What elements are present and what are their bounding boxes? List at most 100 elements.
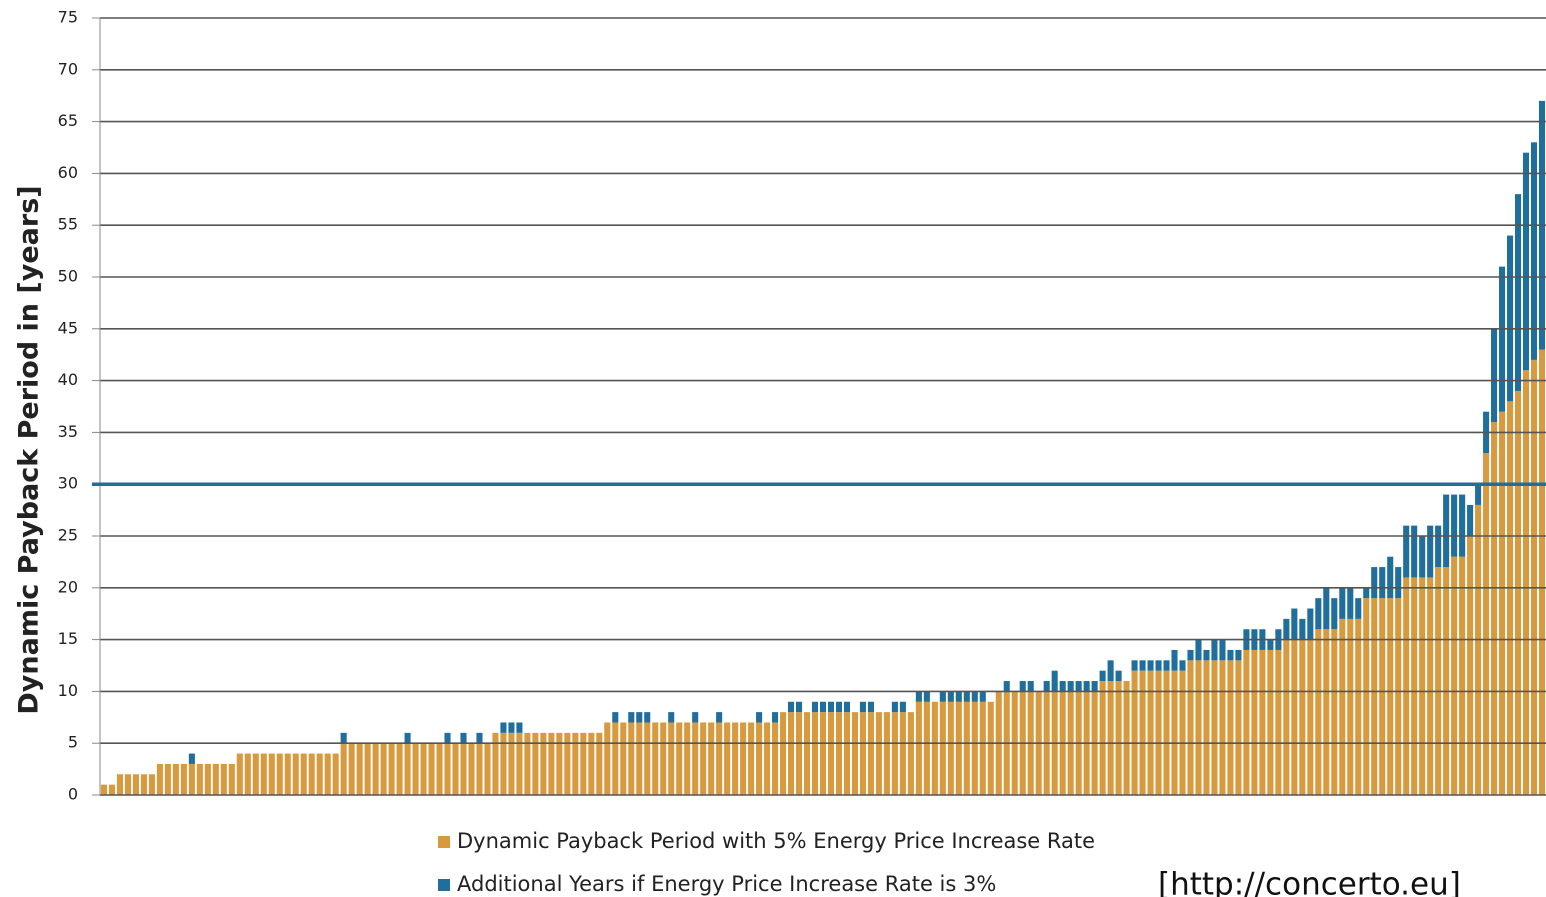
bar-segment: [564, 732, 571, 795]
bar-segment: [1075, 681, 1082, 692]
bar-segment: [867, 712, 874, 795]
bar-segment: [532, 732, 539, 795]
bar-segment: [827, 701, 835, 713]
bar-segment: [1403, 525, 1410, 578]
bar-segment: [756, 722, 763, 795]
bar-segment: [1379, 598, 1386, 795]
bar-segment: [1331, 598, 1338, 630]
bar-segment: [196, 763, 203, 795]
source-annotation: [http://concerto.eu]: [1158, 867, 1461, 897]
bar-segment: [1187, 649, 1194, 661]
bar-segment: [212, 763, 219, 795]
bar-segment: [140, 774, 147, 795]
bar-segment: [1163, 660, 1170, 671]
bar-segment: [188, 753, 195, 764]
bar-segment: [676, 722, 683, 795]
bar-segment: [468, 743, 475, 795]
bar-segment: [148, 774, 155, 795]
bar-segment: [1107, 681, 1114, 795]
bar-segment: [460, 732, 467, 744]
bar-segment: [716, 722, 723, 795]
y-tick-label: 0: [68, 785, 78, 804]
bar-segment: [116, 774, 124, 795]
bar-segment: [228, 763, 235, 795]
bar-segment: [748, 722, 755, 795]
bar-segment: [1307, 639, 1314, 795]
bar-segment: [348, 743, 355, 795]
bar-segment: [628, 722, 635, 795]
bar-segment: [1131, 670, 1138, 795]
y-tick-label: 20: [58, 577, 78, 596]
bar-segment: [1227, 649, 1234, 661]
bar-segment: [1139, 670, 1146, 795]
bar-segment: [811, 701, 819, 713]
bar-segment: [1363, 587, 1370, 599]
bar-segment: [1387, 598, 1394, 795]
bar-segment: [204, 763, 211, 795]
bar-segment: [628, 712, 635, 723]
bar-segment: [188, 763, 195, 795]
y-tick-label: 70: [58, 59, 78, 78]
bar-segment: [947, 691, 954, 702]
bar-segment: [1115, 681, 1122, 795]
bar-segment: [1099, 670, 1106, 682]
bar-segment: [604, 722, 611, 795]
bar-segment: [1355, 618, 1362, 795]
bar-segment: [1379, 567, 1386, 599]
y-tick-label: 55: [58, 215, 78, 234]
bar-segment: [1475, 504, 1482, 795]
bar-segment: [660, 722, 667, 795]
bar-segment: [1059, 681, 1066, 692]
bar-segment: [1530, 359, 1538, 795]
bar-segment: [1419, 577, 1426, 795]
bar-segment: [1315, 629, 1322, 795]
bar-segment: [684, 722, 691, 795]
bar-segment: [548, 732, 555, 795]
bar-segment: [404, 743, 411, 795]
y-tick-label: 10: [58, 681, 78, 700]
y-tick-label: 75: [58, 8, 78, 27]
bar-segment: [732, 722, 739, 795]
bar-segment: [380, 743, 387, 795]
bar-segment: [1243, 649, 1250, 795]
y-tick-label: 5: [68, 733, 78, 752]
bar-segment: [1283, 618, 1290, 640]
bar-segment: [843, 712, 851, 795]
bar-segment: [780, 712, 787, 795]
bar-segment: [1067, 681, 1074, 692]
bar-segment: [1099, 681, 1106, 795]
bar-segment: [1187, 660, 1194, 795]
y-tick-label: 25: [58, 526, 78, 545]
y-tick-label: 65: [58, 111, 78, 130]
bar-segment: [1195, 639, 1202, 661]
bar-segment: [987, 701, 994, 795]
bar-segment: [867, 701, 874, 713]
bar-segment: [1522, 152, 1530, 371]
bar-segment: [1251, 649, 1258, 795]
bar-segment: [1371, 598, 1378, 795]
bar-segment: [772, 712, 779, 723]
bar-segment: [740, 722, 747, 795]
bar-segment: [1491, 422, 1498, 795]
bar-segment: [835, 712, 843, 795]
bar-segment: [100, 784, 108, 795]
bar-segment: [1443, 494, 1450, 568]
bar-segment: [588, 732, 595, 795]
bar-segment: [1411, 577, 1418, 795]
bar-segment: [300, 753, 307, 795]
bar-segment: [1123, 681, 1130, 795]
bar-segment: [1395, 567, 1402, 599]
bar-segment: [444, 732, 451, 744]
bar-segment: [108, 784, 116, 795]
bar-segment: [1115, 670, 1122, 682]
bar-segment: [1315, 598, 1322, 630]
bar-segment: [596, 732, 603, 795]
bar-segment: [1339, 618, 1346, 795]
bar-segment: [356, 743, 363, 795]
bar-segment: [516, 732, 523, 795]
bar-segment: [500, 722, 507, 733]
bar-segment: [788, 701, 795, 713]
bar-segment: [1522, 370, 1530, 795]
bar-segment: [1411, 525, 1418, 578]
